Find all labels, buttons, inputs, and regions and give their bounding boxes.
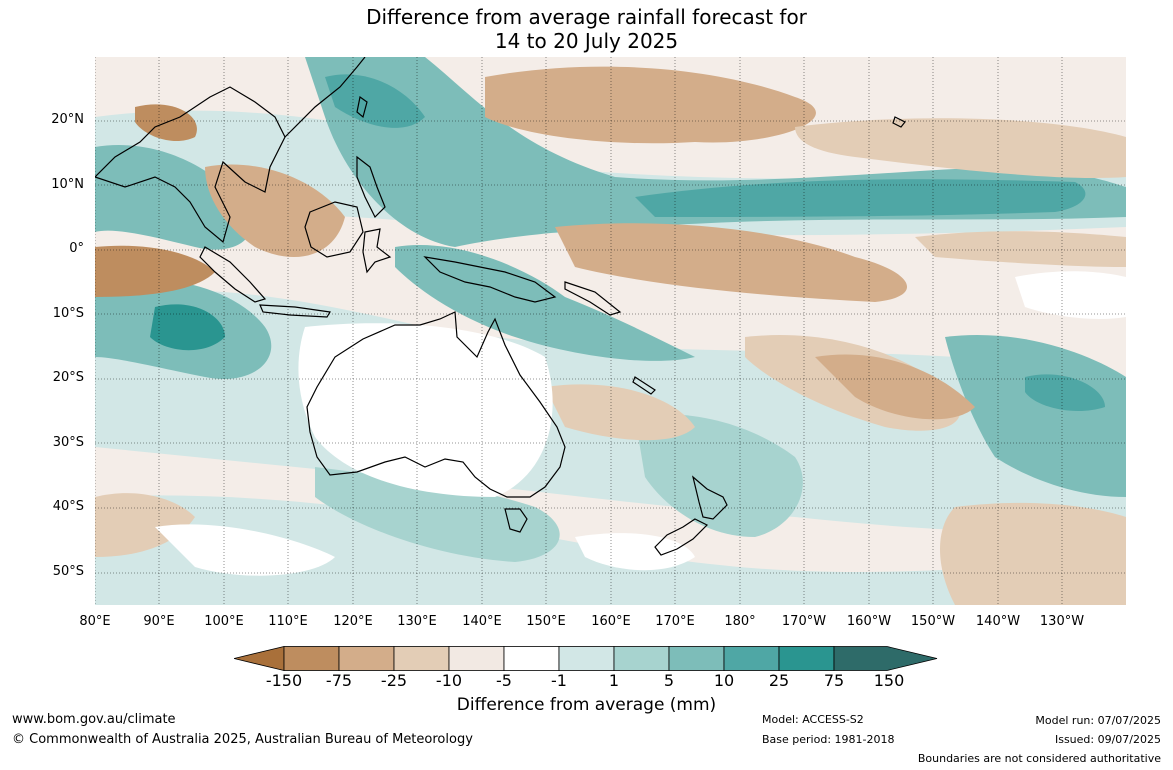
taiwan-coastline: [356, 95, 368, 119]
base-period-text: Base period: 1981-2018: [762, 733, 895, 746]
model-run-text: Model run: 07/07/2025: [1035, 714, 1161, 727]
solomon-islands-coastline: [564, 281, 622, 316]
lon-label-80e: 80°E: [79, 614, 111, 629]
lon-label-170e: 170°E: [655, 614, 695, 629]
colorbar-tick-8: 10: [713, 671, 735, 690]
colorbar-seg-7: [613, 646, 670, 671]
china-coastline: [284, 57, 366, 138]
colorbar: [234, 646, 938, 671]
tasmania-coastline: [504, 508, 528, 533]
copyright-text: © Commonwealth of Australia 2025, Austra…: [12, 732, 473, 747]
coastlines: [95, 57, 906, 556]
lon-label-170w: 170°W: [781, 614, 827, 629]
lon-label-160w: 160°W: [846, 614, 892, 629]
lat-label-50s: 50°S: [52, 564, 84, 579]
colorbar-seg-4: [448, 646, 505, 671]
colorbar-tick-3: -10: [435, 671, 463, 690]
disclaimer-text: Boundaries are not considered authoritat…: [917, 752, 1161, 765]
issued-text: Issued: 09/07/2025: [1054, 733, 1161, 746]
colorbar-seg-9: [723, 646, 780, 671]
colorbar-seg-10: [778, 646, 835, 671]
map-title-line1: Difference from average rainfall forecas…: [366, 5, 807, 29]
colorbar-seg-3: [393, 646, 450, 671]
colorbar-seg-1: [283, 646, 340, 671]
lon-label-90e: 90°E: [143, 614, 175, 629]
java-coastline: [259, 304, 331, 318]
colorbar-tick-5: -1: [551, 671, 567, 690]
colorbar-tick-2: -25: [380, 671, 408, 690]
new-zealand-south-coastline: [654, 518, 709, 556]
lat-label-0: 0°: [69, 241, 84, 256]
lon-label-140e: 140°E: [462, 614, 502, 629]
sulawesi-coastline: [362, 228, 392, 274]
colorbar-tick-10: 75: [823, 671, 845, 690]
model-text: Model: ACCESS-S2: [762, 713, 864, 726]
lon-label-150w: 150°W: [910, 614, 956, 629]
colorbar-seg-2: [338, 646, 395, 671]
lat-label-20s: 20°S: [52, 370, 84, 385]
lon-label-130e: 130°E: [397, 614, 437, 629]
colorbar-seg-8: [668, 646, 725, 671]
lon-label-120e: 120°E: [333, 614, 373, 629]
website-link[interactable]: www.bom.gov.au/climate: [12, 712, 176, 727]
map-title-line2: 14 to 20 July 2025: [494, 29, 679, 53]
graticule: [95, 57, 1126, 605]
colorbar-seg-5: [503, 646, 560, 671]
philippines-coastline: [356, 155, 386, 219]
colorbar-tick-11: 150: [873, 671, 905, 690]
lat-label-30s: 30°S: [52, 435, 84, 450]
sumatra-coastline: [199, 246, 267, 303]
colorbar-tick-9: 25: [768, 671, 790, 690]
rainfall-anomaly-map: [95, 57, 1126, 605]
colorbar-tick-0: -150: [265, 671, 303, 690]
new-caledonia-coastline: [632, 376, 656, 395]
colorbar-tick-7: 5: [663, 671, 675, 690]
lat-label-20n: 20°N: [51, 112, 84, 127]
new-zealand-north-coastline: [691, 475, 728, 520]
lon-label-180: 180°: [724, 614, 756, 629]
lon-label-140w: 140°W: [975, 614, 1021, 629]
anomaly-fill-layer: [95, 57, 1126, 605]
colorbar-seg-11: [833, 646, 938, 671]
lat-label-40s: 40°S: [52, 499, 84, 514]
lon-label-130w: 130°W: [1039, 614, 1085, 629]
lon-label-150e: 150°E: [526, 614, 566, 629]
colorbar-tick-4: -5: [496, 671, 512, 690]
colorbar-tick-1: -75: [325, 671, 353, 690]
lon-label-110e: 110°E: [268, 614, 308, 629]
asia-mainland-coastline: [95, 86, 286, 244]
new-guinea-coastline: [423, 256, 557, 303]
australia-coastline: [306, 311, 566, 498]
lat-label-10s: 10°S: [52, 306, 84, 321]
lon-label-160e: 160°E: [591, 614, 631, 629]
colorbar-tick-6: 1: [608, 671, 620, 690]
colorbar-seg-0: [234, 646, 285, 671]
lat-label-10n: 10°N: [51, 177, 84, 192]
borneo-coastline: [304, 201, 364, 258]
lon-label-100e: 100°E: [204, 614, 244, 629]
colorbar-title: Difference from average (mm): [456, 695, 717, 715]
colorbar-seg-6: [558, 646, 615, 671]
